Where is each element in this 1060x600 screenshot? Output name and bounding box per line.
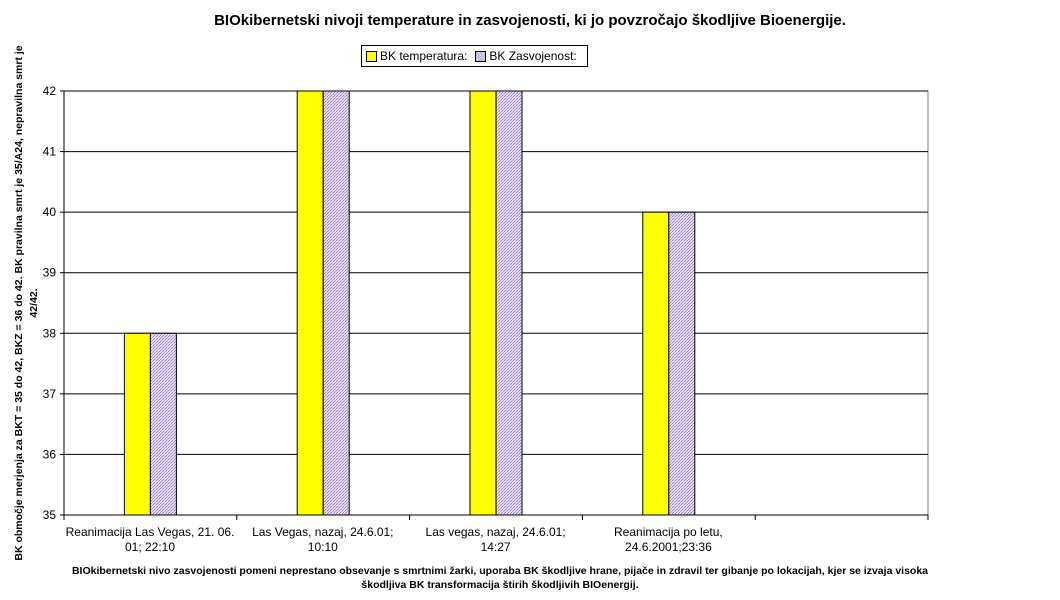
bar-addiction [495, 90, 523, 516]
legend-label-addiction: BK Zasvojenost: [489, 49, 577, 63]
y-tick-label: 35 [43, 508, 57, 522]
bar-addiction [149, 332, 177, 516]
y-tick-label: 36 [43, 447, 57, 461]
legend-swatch-temperature [366, 50, 377, 62]
y-tick-label: 42 [43, 84, 57, 98]
bar-temperature [642, 211, 670, 516]
legend: BK temperatura: BK Zasvojenost: [361, 45, 588, 67]
y-tick-label: 39 [43, 266, 57, 280]
legend-item-temperature: BK temperatura: [366, 49, 467, 63]
x-axis-label: BIOkibernetski nivo zasvojenosti pomeni … [71, 565, 929, 591]
chart-title: BIOkibernetski nivoji temperature in zas… [214, 12, 846, 29]
x-tick-label: Reanimacija Las Vegas, 21. 06. 01; 22:10 [65, 525, 235, 554]
x-tick-label: Las Vegas, nazaj, 24.6.01; 10:10 [252, 525, 394, 554]
legend-item-addiction: BK Zasvojenost: [475, 49, 577, 63]
y-tick-label: 40 [43, 205, 57, 219]
y-tick-label: 37 [43, 387, 57, 401]
y-tick-label: 41 [43, 145, 57, 159]
bar-temperature [469, 90, 497, 516]
x-tick-label: Reanimacija po letu, 24.6.2001;23:36 [614, 525, 723, 554]
bar-addiction [668, 211, 696, 516]
legend-label-temperature: BK temperatura: [380, 49, 468, 63]
x-tick-label: Las vegas, nazaj, 24.6.01; 14:27 [425, 525, 566, 554]
bar-addiction [322, 90, 350, 516]
bar-temperature [296, 90, 324, 516]
legend-swatch-addiction [475, 50, 487, 62]
y-tick-label: 38 [43, 326, 57, 340]
bar-temperature [123, 332, 151, 516]
